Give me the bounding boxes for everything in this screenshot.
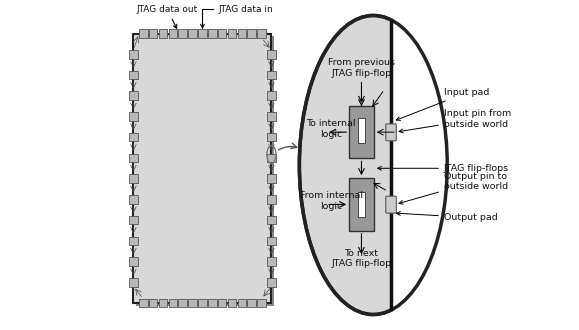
Bar	[188, 299, 197, 307]
Bar	[257, 299, 266, 307]
Text: From internal
logic: From internal logic	[299, 191, 362, 211]
Bar	[129, 195, 138, 204]
Bar	[267, 71, 276, 79]
Text: Input pin from
outside world: Input pin from outside world	[399, 109, 511, 133]
Bar	[267, 154, 276, 162]
Bar	[349, 178, 374, 231]
Bar	[198, 29, 207, 38]
Bar	[267, 195, 276, 204]
Bar	[267, 257, 276, 266]
FancyBboxPatch shape	[386, 124, 396, 141]
Text: JTAG flip-flops: JTAG flip-flops	[378, 164, 509, 173]
Bar	[129, 50, 138, 58]
Bar	[198, 299, 207, 307]
Bar	[159, 299, 167, 307]
Bar	[159, 29, 167, 38]
Bar	[129, 237, 138, 245]
Bar	[178, 299, 187, 307]
Bar	[237, 29, 246, 38]
Bar	[129, 154, 138, 162]
Bar	[267, 278, 276, 286]
Bar	[168, 29, 177, 38]
Bar	[129, 278, 138, 286]
Bar	[129, 257, 138, 266]
Bar	[267, 237, 276, 245]
Bar	[267, 174, 276, 183]
Bar	[218, 299, 226, 307]
Bar	[129, 91, 138, 100]
Text: Output pin to
outside world: Output pin to outside world	[399, 172, 508, 204]
Bar	[133, 34, 272, 303]
Bar	[149, 299, 157, 307]
Text: JTAG data in: JTAG data in	[200, 5, 274, 28]
Bar	[218, 29, 226, 38]
Bar	[267, 112, 276, 121]
Text: Input pad: Input pad	[396, 88, 489, 120]
Bar	[129, 174, 138, 183]
Bar	[228, 299, 236, 307]
Bar	[208, 299, 217, 307]
Bar	[136, 36, 274, 306]
Bar	[139, 299, 148, 307]
Bar	[267, 91, 276, 100]
Ellipse shape	[299, 16, 447, 314]
Bar	[267, 133, 276, 142]
Bar	[267, 50, 276, 58]
Bar	[139, 29, 148, 38]
Bar	[358, 118, 365, 143]
Bar	[257, 29, 266, 38]
Bar	[129, 112, 138, 121]
Text: JTAG data out: JTAG data out	[137, 5, 198, 28]
Bar	[188, 29, 197, 38]
Bar	[267, 216, 276, 224]
Bar	[178, 29, 187, 38]
Bar	[149, 29, 157, 38]
Bar	[247, 299, 256, 307]
Bar	[129, 216, 138, 224]
Bar	[349, 106, 374, 158]
Bar	[228, 29, 236, 38]
Text: To next
JTAG flip-flop: To next JTAG flip-flop	[331, 249, 391, 268]
Bar	[168, 299, 177, 307]
Bar	[129, 71, 138, 79]
FancyBboxPatch shape	[386, 196, 396, 213]
Bar	[247, 29, 256, 38]
Text: Output pad: Output pad	[397, 212, 498, 222]
Text: To internal
logic: To internal logic	[306, 119, 356, 139]
Bar	[391, 9, 539, 321]
Bar	[129, 133, 138, 142]
Bar	[208, 29, 217, 38]
Bar	[358, 192, 365, 217]
Text: From previous
JTAG flip-flop: From previous JTAG flip-flop	[328, 58, 395, 78]
Bar	[237, 299, 246, 307]
